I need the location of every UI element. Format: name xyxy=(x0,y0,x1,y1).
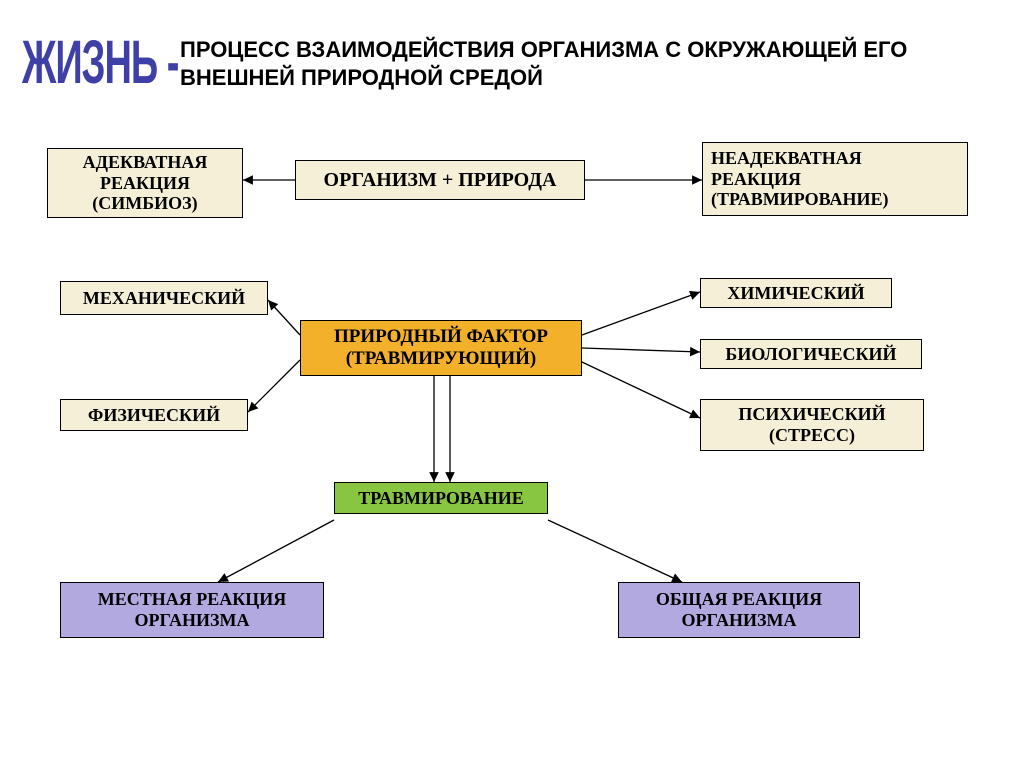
label: МЕХАНИЧЕСКИЙ xyxy=(83,288,245,309)
page-title: ПРОЦЕСС ВЗАИМОДЕЙСТВИЯ ОРГАНИЗМА С ОКРУЖ… xyxy=(180,36,980,91)
label: НЕАДЕКВАТНАЯРЕАКЦИЯ(ТРАВМИРОВАНИЕ) xyxy=(711,148,888,210)
node-natural-factor: ПРИРОДНЫЙ ФАКТОР(ТРАВМИРУЮЩИЙ) xyxy=(300,320,582,376)
node-trauma: ТРАВМИРОВАНИЕ xyxy=(334,482,548,514)
node-psychic: ПСИХИЧЕСКИЙ(СТРЕСС) xyxy=(700,399,924,451)
label: ОРГАНИЗМ + ПРИРОДА xyxy=(324,169,557,192)
arrow-layer xyxy=(0,0,1024,767)
label: ОБЩАЯ РЕАКЦИЯОРГАНИЗМА xyxy=(656,589,822,630)
label: ФИЗИЧЕСКИЙ xyxy=(88,405,220,426)
node-local-reaction: МЕСТНАЯ РЕАКЦИЯОРГАНИЗМА xyxy=(60,582,324,638)
node-physical: ФИЗИЧЕСКИЙ xyxy=(60,399,248,431)
life-heading: ЖИЗНЬ - xyxy=(22,30,178,99)
label: МЕСТНАЯ РЕАКЦИЯОРГАНИЗМА xyxy=(98,589,287,630)
label: АДЕКВАТНАЯРЕАКЦИЯ(СИМБИОЗ) xyxy=(83,152,208,214)
node-chemical: ХИМИЧЕСКИЙ xyxy=(700,278,892,308)
node-mechanical: МЕХАНИЧЕСКИЙ xyxy=(60,281,268,315)
label: ХИМИЧЕСКИЙ xyxy=(727,283,864,304)
label: ПСИХИЧЕСКИЙ(СТРЕСС) xyxy=(738,404,885,445)
node-inadequate-reaction: НЕАДЕКВАТНАЯРЕАКЦИЯ(ТРАВМИРОВАНИЕ) xyxy=(702,142,968,216)
label: ТРАВМИРОВАНИЕ xyxy=(358,488,523,509)
node-organism-nature: ОРГАНИЗМ + ПРИРОДА xyxy=(295,160,585,200)
node-adequate-reaction: АДЕКВАТНАЯРЕАКЦИЯ(СИМБИОЗ) xyxy=(47,148,243,218)
node-general-reaction: ОБЩАЯ РЕАКЦИЯОРГАНИЗМА xyxy=(618,582,860,638)
label: ПРИРОДНЫЙ ФАКТОР(ТРАВМИРУЮЩИЙ) xyxy=(334,326,548,370)
label: БИОЛОГИЧЕСКИЙ xyxy=(725,344,896,365)
node-biological: БИОЛОГИЧЕСКИЙ xyxy=(700,339,922,369)
